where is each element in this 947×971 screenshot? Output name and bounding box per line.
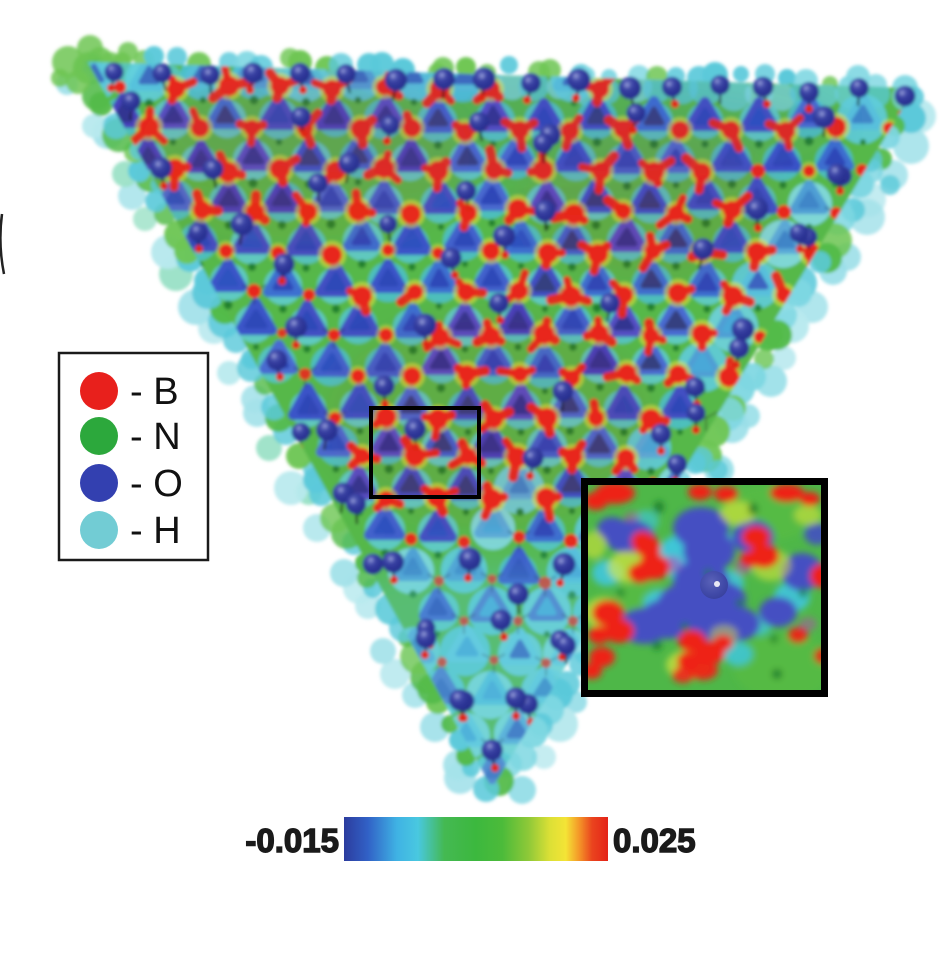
svg-text:0.025: 0.025 <box>613 822 696 859</box>
svg-text:-0.015: -0.015 <box>245 822 339 859</box>
svg-text:- N: - N <box>130 416 181 458</box>
svg-text:- B: - B <box>130 371 179 413</box>
svg-text:- O: - O <box>130 463 183 505</box>
svg-text:- H: - H <box>130 510 181 552</box>
